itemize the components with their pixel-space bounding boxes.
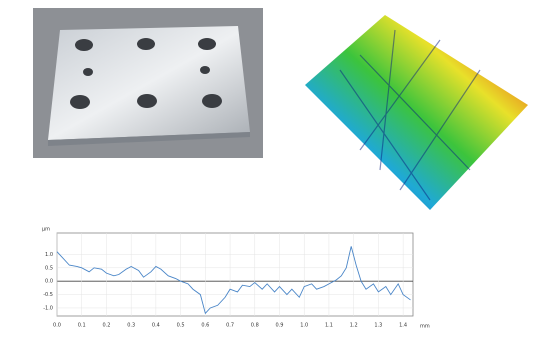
- x-tick-label: 0.7: [226, 323, 234, 329]
- x-tick-label: 0.6: [201, 323, 209, 329]
- y-tick-label: 0.0: [45, 279, 53, 285]
- x-tick-label: 0.5: [177, 323, 185, 329]
- surface-3d: [305, 15, 528, 210]
- x-tick-label: 1.4: [399, 323, 407, 329]
- x-axis-label: mm: [420, 324, 430, 330]
- photo: [33, 8, 263, 158]
- y-tick-label: -1.0: [43, 305, 53, 311]
- x-tick-label: 1.0: [300, 323, 308, 329]
- x-tick-label: 1.3: [374, 323, 382, 329]
- x-tick-label: 1.2: [350, 323, 358, 329]
- x-tick-label: 0.8: [251, 323, 259, 329]
- y-tick-label: 1.0: [45, 252, 53, 258]
- y-tick-label: -0.5: [43, 292, 53, 298]
- x-tick-label: 1.1: [325, 323, 333, 329]
- x-tick-label: 0.3: [127, 323, 135, 329]
- x-tick-label: 0.1: [78, 323, 86, 329]
- x-tick-label: 0.0: [53, 323, 61, 329]
- y-axis-label: μm: [42, 227, 50, 233]
- x-tick-label: 0.9: [276, 323, 284, 329]
- profile-line: [56, 246, 411, 315]
- x-tick-label: 0.2: [102, 323, 110, 329]
- y-tick-label: 0.5: [45, 265, 53, 271]
- x-tick-label: 0.4: [152, 323, 160, 329]
